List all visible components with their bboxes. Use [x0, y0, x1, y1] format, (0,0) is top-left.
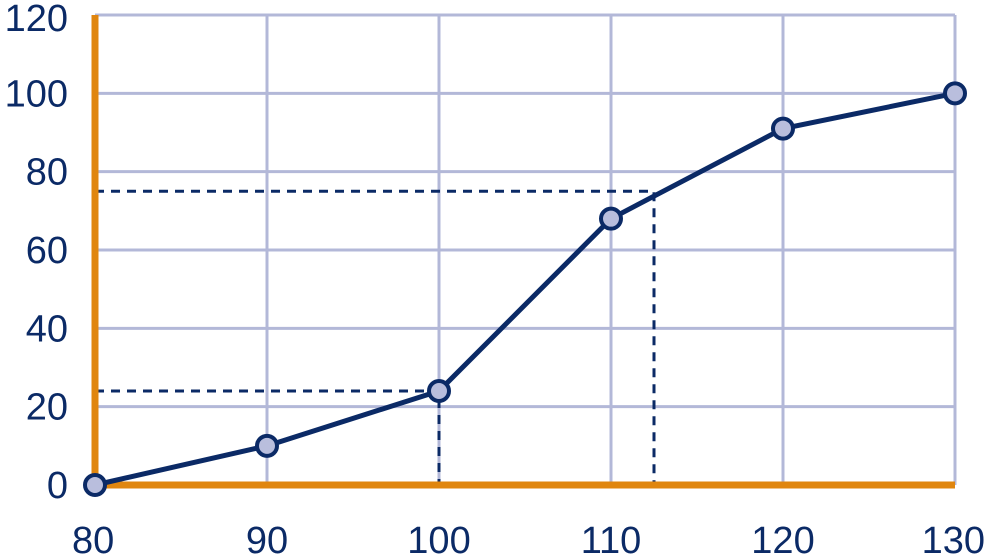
series [83, 81, 967, 497]
data-point [771, 116, 795, 141]
data-point [255, 433, 279, 458]
y-tick-label: 40 [26, 308, 68, 350]
y-tick-label: 80 [26, 152, 68, 194]
y-tick-label: 0 [47, 465, 68, 507]
dashed-guide-line [95, 189, 656, 485]
guide-lines [95, 189, 656, 485]
grid [93, 13, 957, 487]
tick-labels: 80 90 100 110 120 130 0 20 40 60 80 100 120 [5, 0, 985, 560]
series-line [94, 90, 956, 488]
y-tick-label: 120 [5, 0, 68, 40]
data-point [599, 206, 623, 231]
data-point [427, 379, 451, 403]
x-tick-label: 80 [72, 520, 114, 560]
x-tick-label: 110 [581, 520, 642, 560]
data-point [83, 473, 107, 497]
y-tick-label: 60 [26, 230, 68, 272]
x-tick-label: 120 [751, 520, 814, 560]
axes [91, 15, 955, 489]
y-tick-label: 20 [26, 387, 68, 429]
data-point [943, 81, 967, 106]
x-tick-label: 100 [407, 520, 470, 560]
x-tick-label: 90 [246, 520, 288, 560]
x-tick-label: 130 [922, 520, 985, 560]
y-tick-label: 100 [5, 73, 68, 115]
